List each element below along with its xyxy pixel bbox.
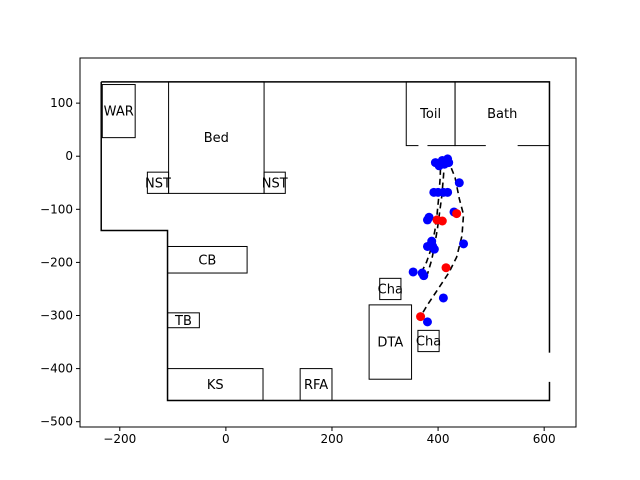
room-label: NST bbox=[145, 176, 171, 191]
x-tick-label: 600 bbox=[533, 432, 556, 446]
room-label: NST bbox=[262, 176, 288, 191]
plot-area: WAR Bed NST NST Toil Bath CB TB KS RFA DTA Cha Cha bbox=[100, 81, 551, 402]
room-label: RFA bbox=[304, 378, 328, 393]
red-point bbox=[441, 263, 451, 273]
blue-point bbox=[443, 187, 453, 197]
red-point bbox=[452, 209, 462, 219]
room-label: Bed bbox=[204, 131, 229, 146]
room-label: TB bbox=[174, 314, 192, 329]
x-tick-label: 400 bbox=[427, 432, 450, 446]
plot-content: WAR Bed NST NST Toil Bath CB TB KS RFA DTA Cha Cha bbox=[100, 81, 551, 402]
room-box bbox=[167, 312, 200, 329]
x-tick-label: 0 bbox=[222, 432, 230, 446]
room-label: KS bbox=[207, 378, 224, 393]
room-box bbox=[263, 171, 286, 194]
y-tick-label: −500 bbox=[40, 415, 73, 429]
red-point bbox=[437, 216, 447, 226]
room-box bbox=[299, 368, 333, 401]
blue-point bbox=[408, 267, 418, 277]
blue-point bbox=[419, 271, 429, 281]
red-point bbox=[416, 312, 426, 322]
room-label: CB bbox=[198, 253, 216, 268]
room-label: Cha bbox=[416, 334, 441, 349]
y-tick-label: 0 bbox=[65, 149, 73, 163]
y-tick-label: −100 bbox=[40, 202, 73, 216]
room-box bbox=[167, 368, 264, 401]
blue-point bbox=[429, 244, 439, 254]
y-tick-label: −400 bbox=[40, 362, 73, 376]
y-tick-label: −300 bbox=[40, 309, 73, 323]
room-box bbox=[167, 245, 248, 274]
room-label: Toil bbox=[419, 107, 441, 122]
axes: −200 0 200 400 600 −500 −400 −300 −200 −100 0 100 bbox=[40, 57, 577, 446]
y-tick-label: 100 bbox=[50, 96, 73, 110]
room-box bbox=[379, 277, 402, 301]
room-label: Cha bbox=[378, 282, 403, 297]
blue-point bbox=[422, 215, 432, 225]
trajectory-path bbox=[418, 158, 465, 319]
trajectory-path bbox=[426, 162, 446, 275]
room-box bbox=[101, 84, 136, 139]
y-tick-label: −200 bbox=[40, 255, 73, 269]
axes-frame bbox=[79, 57, 577, 428]
room-box bbox=[417, 329, 440, 353]
blue-point bbox=[422, 241, 432, 251]
room-label: WAR bbox=[104, 105, 134, 120]
blue-point bbox=[434, 161, 444, 171]
x-tick-label: −200 bbox=[103, 432, 136, 446]
blue-point bbox=[454, 178, 464, 188]
room-box bbox=[368, 304, 413, 380]
blue-point bbox=[438, 293, 448, 303]
blue-point bbox=[459, 239, 469, 249]
room-box bbox=[168, 81, 265, 194]
trajectory-path bbox=[420, 158, 442, 274]
room-label: Bath bbox=[487, 107, 517, 122]
x-tick-label: 200 bbox=[321, 432, 344, 446]
blue-point bbox=[422, 317, 432, 327]
room-box bbox=[146, 171, 170, 194]
room-label: DTA bbox=[377, 336, 403, 351]
